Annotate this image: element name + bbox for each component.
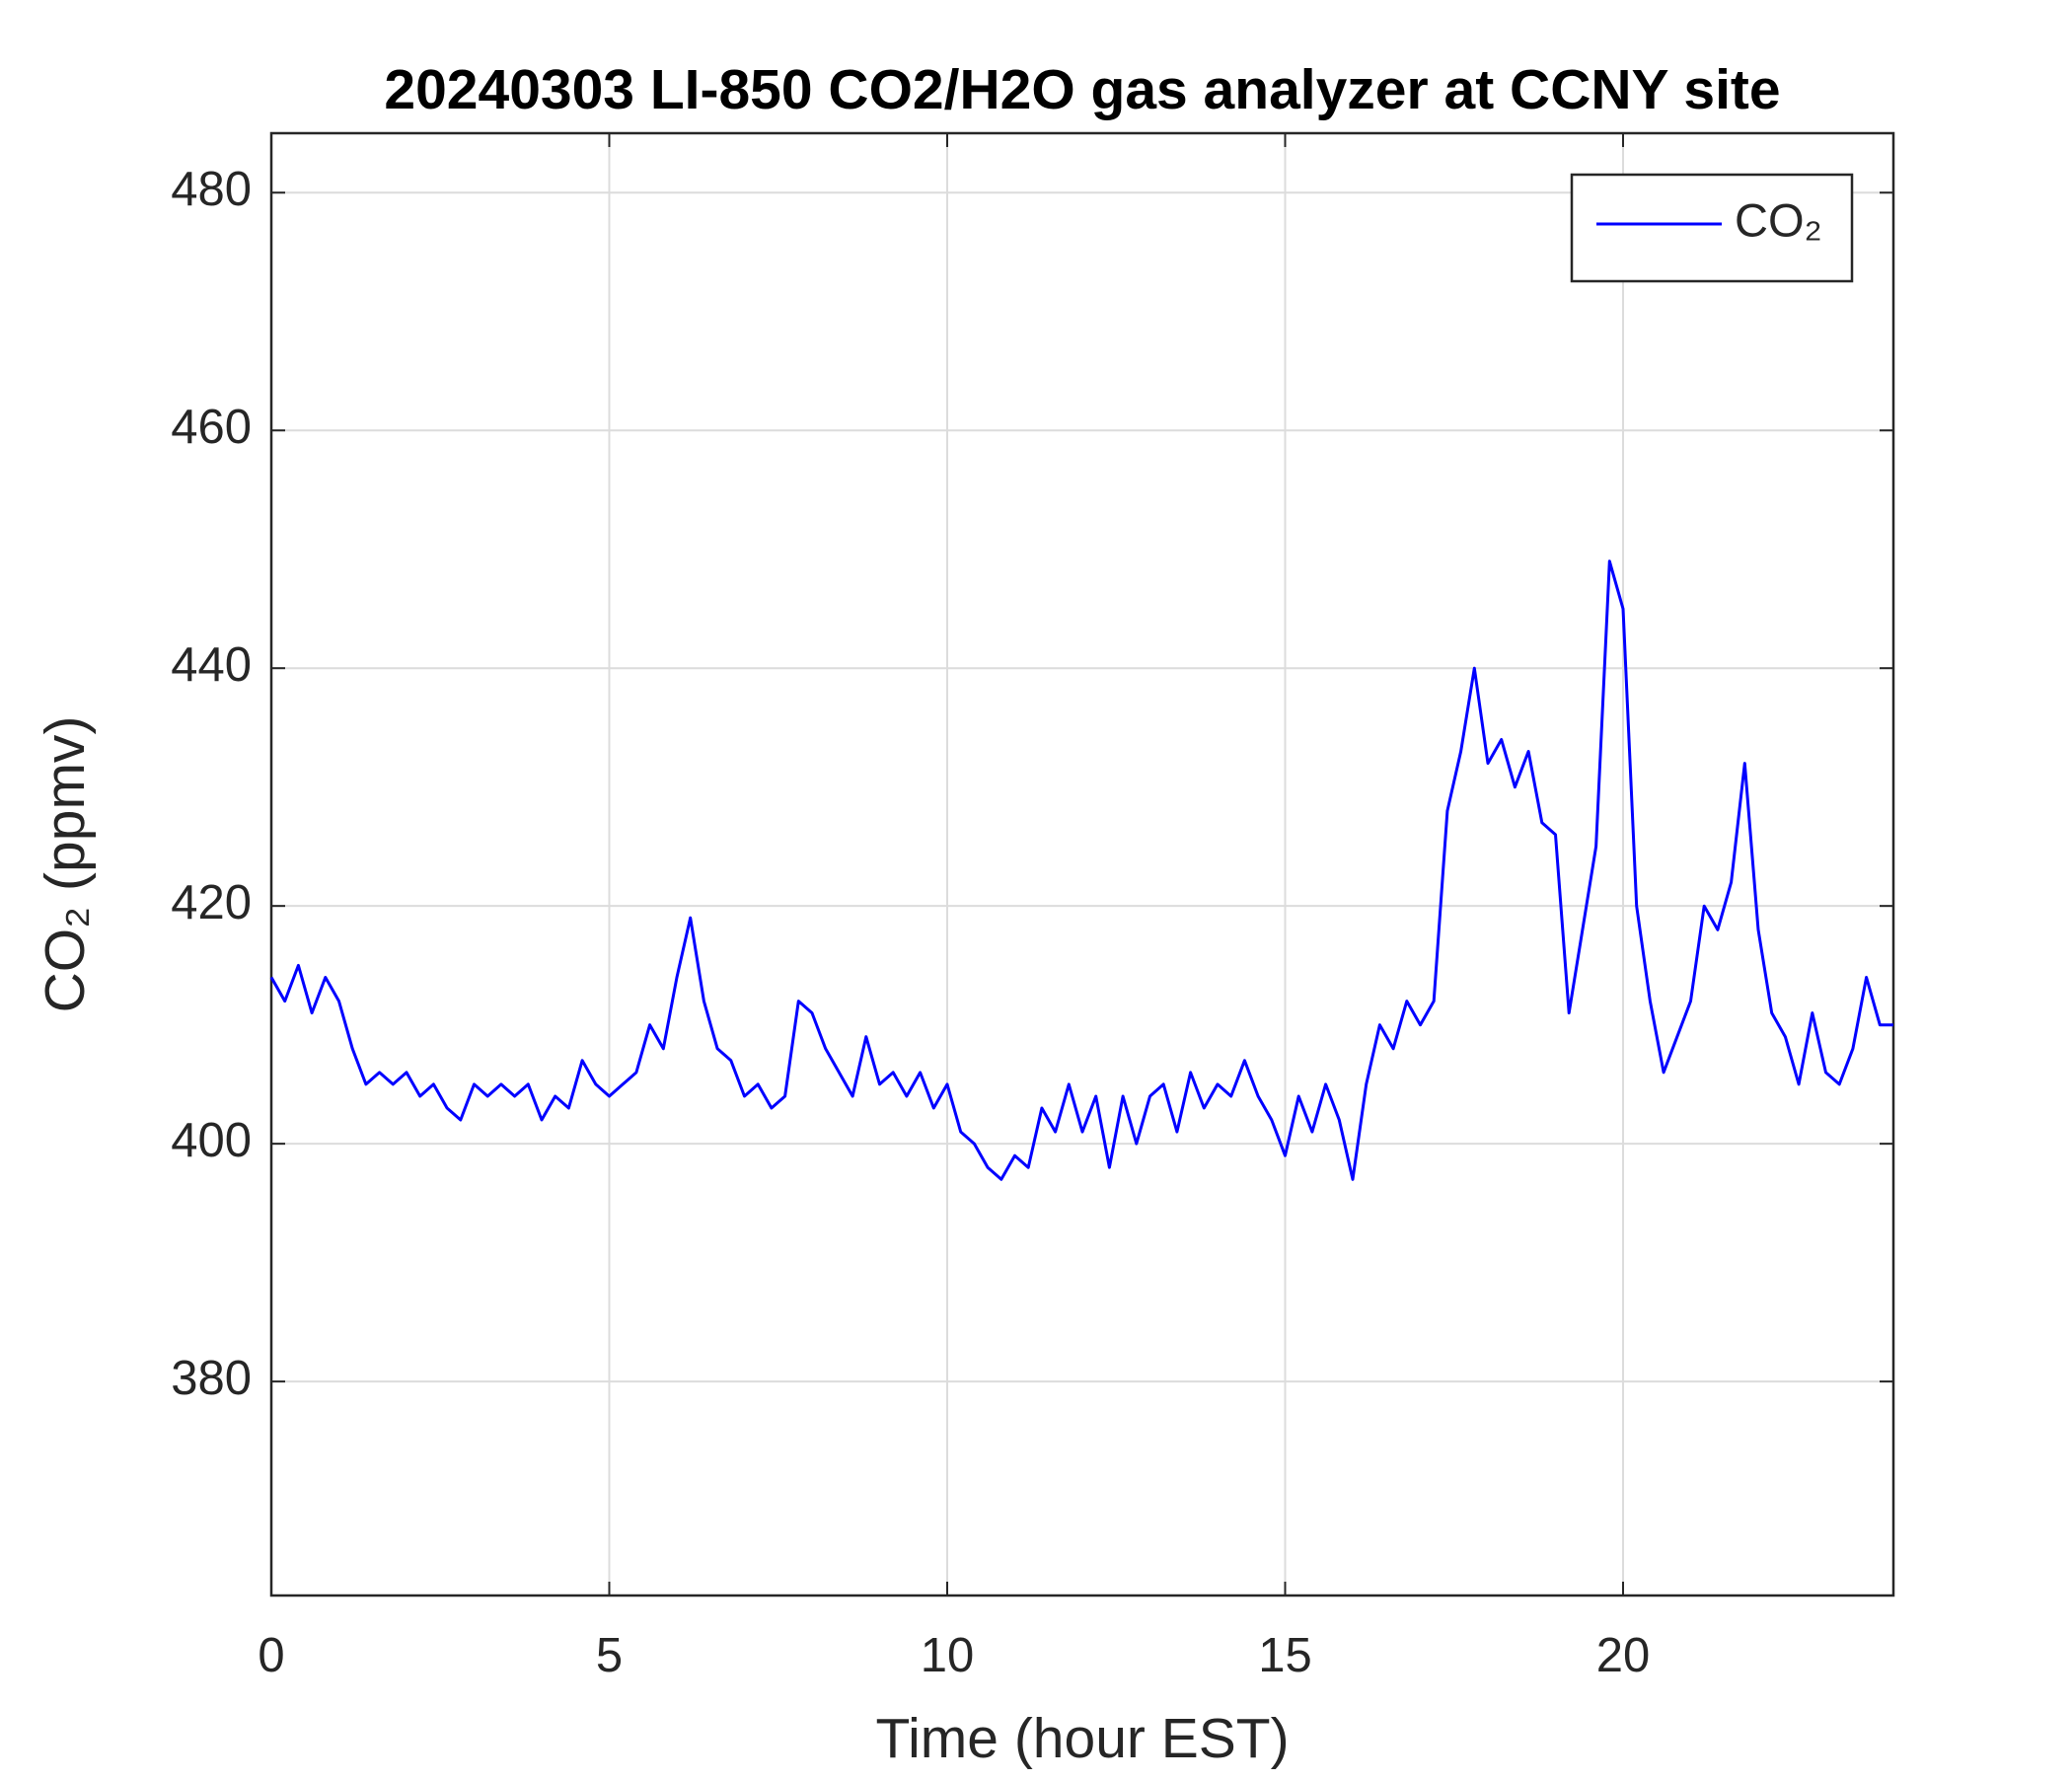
y-tick-label: 400 [171, 1114, 252, 1167]
x-tick-label: 0 [258, 1629, 284, 1682]
x-tick-label: 20 [1596, 1629, 1651, 1682]
legend-box [1570, 173, 1854, 283]
x-tick-label: 5 [596, 1629, 623, 1682]
chart-title: 20240303 LI-850 CO2/H2O gas analyzer at … [384, 58, 1780, 121]
y-tick-label: 420 [171, 876, 252, 929]
x-tick-label: 10 [921, 1629, 975, 1682]
legend-label: CO₂ [1735, 193, 1822, 246]
y-tick-label: 460 [171, 401, 252, 454]
y-tick-label: 480 [171, 163, 252, 216]
y-tick-label: 380 [171, 1352, 252, 1405]
x-axis-label: Time (hour EST) [875, 1707, 1289, 1770]
y-tick-label: 440 [171, 638, 252, 692]
y-axis-label: CO₂ (ppmv) [34, 716, 97, 1013]
x-tick-label: 15 [1258, 1629, 1312, 1682]
data-line [269, 559, 1893, 1181]
plot-frame [269, 131, 1895, 1597]
